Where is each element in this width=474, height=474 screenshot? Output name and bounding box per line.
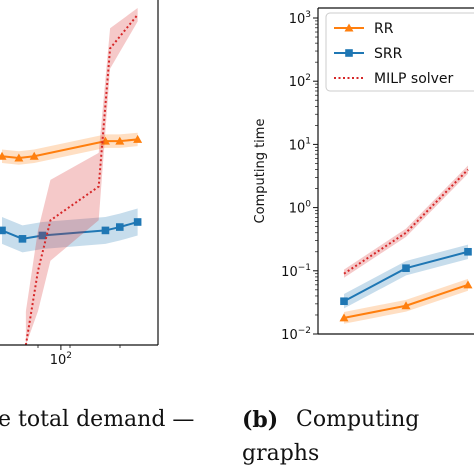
series-a0-point-5 [133, 134, 143, 143]
legend-marker-1 [345, 49, 353, 57]
series-a0-line [1, 138, 138, 159]
series-a0-point-1 [14, 153, 24, 162]
series-b1-point-2 [464, 247, 472, 256]
legend-label-0: RR [374, 21, 394, 37]
caption-right-line2: graphs [242, 441, 320, 466]
panel-b-plot-area [339, 165, 473, 324]
panel-b-ytick-label-5: 103 [289, 10, 311, 27]
series-b1-point-1 [402, 264, 410, 272]
series-b0-point-0 [339, 313, 349, 322]
panel-a-plot-area [0, 8, 143, 345]
series-a1-point-4 [115, 223, 124, 231]
panel-b-ytick-label-2: 100 [289, 200, 312, 217]
series-b0-point-2 [463, 280, 473, 289]
series-a2-band [25, 8, 138, 345]
panel-b-ytick-label-3: 101 [289, 136, 311, 153]
panel-a-xtick-label-0: 102 [50, 351, 72, 368]
caption-left: e total demand — [0, 407, 195, 432]
legend-label-1: SRR [374, 46, 403, 62]
chart-panel-b: 10−2 10−1 100 101 102 103 Computing time RR SRR M… [253, 7, 474, 343]
series-a1-point-1 [18, 235, 27, 243]
series-a1-point-5 [133, 218, 142, 226]
legend: RR SRR MILP solver [325, 12, 474, 92]
series-a1-point-3 [101, 226, 110, 235]
series-b0-point-1 [401, 301, 411, 310]
series-a1-point-2 [38, 231, 47, 240]
series-a1-band [2, 208, 138, 253]
chart-panel-a: 102 [0, 0, 159, 368]
panel-b-ytick-label-4: 102 [289, 73, 311, 90]
legend-marker-0 [344, 23, 354, 32]
legend-label-2: MILP solver [374, 71, 454, 87]
series-a0-point-4 [115, 136, 125, 145]
panel-b-ylabel: Computing time [253, 119, 268, 224]
series-a0-point-2 [29, 151, 39, 160]
caption-right-label: (b) [242, 407, 279, 433]
series-b1-band [344, 244, 468, 309]
series-a0-point-0 [0, 151, 7, 160]
panel-b-ytick-label-0: 10−2 [281, 326, 311, 343]
series-a1-point-0 [0, 226, 6, 235]
series-b2-band [344, 165, 468, 278]
caption-right-text: Computing [296, 407, 420, 432]
legend-box [325, 12, 474, 92]
series-b1-point-0 [340, 297, 348, 306]
panel-b-ytick-label-1: 10−1 [281, 263, 311, 280]
